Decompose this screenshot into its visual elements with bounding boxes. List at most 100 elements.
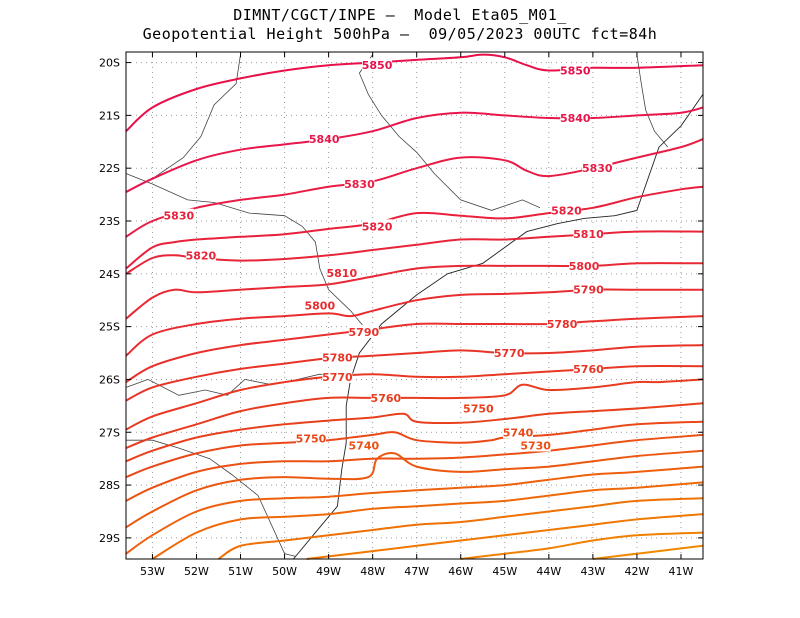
contour-line (125, 402, 704, 463)
figure-title-line-2: Geopotential Height 500hPa – 09/05/2023 … (142, 25, 658, 43)
plot-area (126, 52, 703, 559)
contour-line (125, 449, 704, 529)
contour-label: 5750 (296, 433, 327, 446)
lon-tick-label: 46W (448, 565, 473, 578)
contour-label: 5740 (349, 439, 380, 452)
contour-label: 5840 (560, 112, 591, 125)
contour-label-bg (463, 401, 494, 415)
contour-label-bg (362, 58, 393, 72)
contour-line (125, 344, 704, 402)
contour-label-bg (309, 132, 340, 146)
contour-label: 5770 (322, 371, 353, 384)
lat-tick-label: 26S (99, 373, 120, 386)
contour-label: 5730 (520, 439, 551, 452)
lat-tick-label: 25S (99, 321, 120, 334)
lat-tick-label: 29S (99, 532, 120, 545)
contour-label-bg (326, 265, 357, 279)
lat-tick-label: 28S (99, 479, 120, 492)
contour-label-bg (573, 227, 604, 241)
lon-tick-label: 50W (272, 565, 297, 578)
contour-label: 5790 (573, 284, 604, 297)
contour-label: 5830 (344, 178, 375, 191)
contour-label: 5840 (309, 133, 340, 146)
contour-line (125, 185, 704, 270)
lat-tick-label: 21S (99, 109, 120, 122)
lon-tick-label: 53W (140, 565, 165, 578)
contour-label: 5780 (322, 351, 353, 364)
contour-label: 5820 (362, 220, 393, 233)
contour-label-bg (344, 177, 375, 191)
contour-label-bg (569, 258, 600, 272)
state-border (358, 54, 541, 211)
contour-label: 5760 (371, 392, 402, 405)
contour-line (125, 420, 704, 479)
state-border (125, 373, 347, 396)
contour-label: 5850 (362, 59, 393, 72)
contour-label-bg (163, 208, 194, 222)
contour-label-bg (573, 282, 604, 296)
contour-label-bg (551, 203, 582, 217)
contour-label: 5800 (304, 300, 335, 313)
contour-label: 5830 (164, 210, 195, 223)
state-border (636, 54, 669, 148)
contour-line (125, 433, 704, 502)
figure-title-line-1: DIMNT/CGCT/INPE – Model Eta05_M01_ (233, 6, 567, 24)
contour-label-bg (547, 316, 578, 330)
contour-label-bg (362, 219, 393, 233)
contour-line (592, 544, 704, 560)
contour-label: 5800 (569, 260, 600, 273)
lat-tick-label: 24S (99, 268, 120, 281)
contour-label-bg (322, 350, 353, 364)
lon-tick-label: 47W (404, 565, 429, 578)
contour-label: 5810 (327, 267, 358, 280)
contour-line (125, 138, 704, 238)
contour-label-bg (503, 425, 534, 439)
contour-label-bg (370, 390, 401, 404)
lon-tick-label: 51W (228, 565, 253, 578)
lat-tick-label: 20S (99, 57, 120, 70)
contour-line (151, 481, 704, 560)
contour-label-bg (573, 361, 604, 375)
contour-label: 5790 (349, 326, 380, 339)
contour-line (125, 378, 704, 450)
contour-label-bg (520, 438, 551, 452)
lat-tick-label: 22S (99, 162, 120, 175)
lon-tick-label: 52W (184, 565, 209, 578)
contour-label: 5770 (494, 347, 525, 360)
lat-tick-label: 27S (99, 426, 120, 439)
contour-label-bg (322, 369, 353, 383)
contour-line (460, 531, 704, 560)
contour-label: 5830 (582, 162, 613, 175)
contour-line (217, 497, 704, 560)
contour-label: 5760 (573, 363, 604, 376)
lon-tick-label: 45W (492, 565, 517, 578)
contour-line (125, 315, 704, 383)
lon-tick-label: 48W (360, 565, 385, 578)
lon-tick-label: 43W (580, 565, 605, 578)
lon-tick-label: 44W (536, 565, 561, 578)
contour-labels: 5850 5850 5840 5840 5830 5830 5830 5820 5820 5820… (164, 58, 613, 452)
contour-label-bg (560, 63, 591, 77)
contour-label: 5820 (551, 204, 582, 217)
lon-tick-label: 42W (624, 565, 649, 578)
contour-label-bg (304, 298, 335, 312)
contour-line (125, 106, 704, 193)
contour-line (306, 513, 704, 560)
contour-label: 5850 (560, 64, 591, 77)
contour-label-bg (494, 346, 525, 360)
plot-frame (125, 51, 704, 560)
contour-label: 5750 (463, 402, 494, 415)
contour-label: 5780 (547, 318, 578, 331)
contour-label: 5820 (186, 249, 217, 262)
lon-tick-label: 41W (669, 565, 694, 578)
contour-line (125, 465, 704, 555)
contour-label: 5740 (503, 426, 534, 439)
contour-label-bg (185, 248, 216, 262)
contour-label: 5810 (573, 228, 604, 241)
contour-label-bg (348, 324, 379, 338)
height-contours (125, 53, 704, 560)
contour-label-bg (582, 161, 613, 175)
contour-label-bg (295, 431, 326, 445)
contour-label-bg (348, 438, 379, 452)
